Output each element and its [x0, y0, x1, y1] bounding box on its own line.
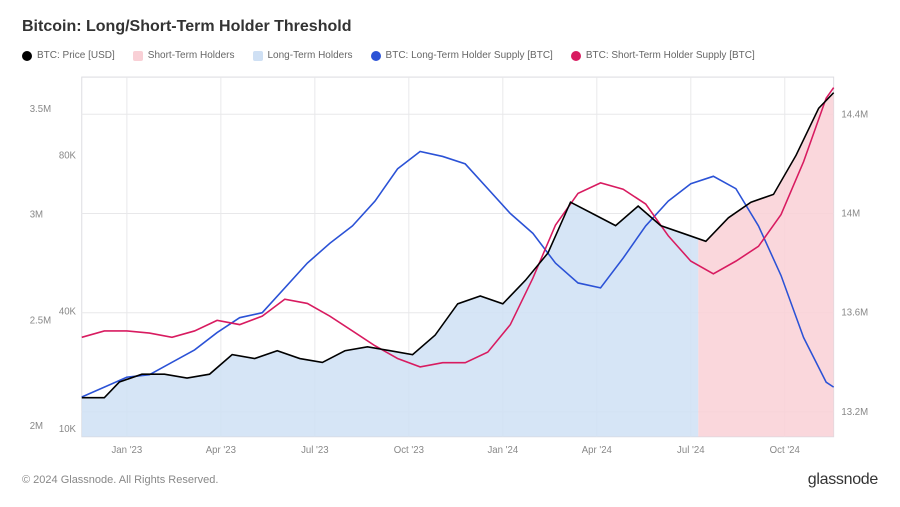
- legend-swatch: [371, 51, 381, 61]
- svg-text:Jul '23: Jul '23: [301, 445, 329, 456]
- legend-swatch: [133, 51, 143, 61]
- svg-text:Oct '24: Oct '24: [770, 445, 801, 456]
- svg-text:Jan '24: Jan '24: [487, 445, 518, 456]
- footer: © 2024 Glassnode. All Rights Reserved. g…: [22, 471, 878, 489]
- svg-text:3M: 3M: [30, 209, 43, 220]
- svg-text:2M: 2M: [30, 421, 43, 432]
- chart-area: 2M 2.5M 3M 3.5M 10K 40K 80K 13.2M 13.6M 14M 14.4M J…: [22, 69, 878, 463]
- legend-item: Long-Term Holders: [253, 50, 353, 61]
- legend-label: BTC: Price [USD]: [37, 50, 115, 61]
- legend-item: BTC: Short-Term Holder Supply [BTC]: [571, 50, 755, 61]
- chart-title: Bitcoin: Long/Short-Term Holder Threshol…: [22, 18, 878, 36]
- legend-item: Short-Term Holders: [133, 50, 235, 61]
- legend-swatch: [22, 51, 32, 61]
- legend-swatch: [253, 51, 263, 61]
- legend-label: BTC: Short-Term Holder Supply [BTC]: [586, 50, 755, 61]
- copyright-text: © 2024 Glassnode. All Rights Reserved.: [22, 474, 218, 486]
- svg-text:Apr '24: Apr '24: [582, 445, 613, 456]
- svg-text:Jan '23: Jan '23: [112, 445, 143, 456]
- legend: BTC: Price [USD] Short-Term Holders Long-T…: [22, 50, 878, 61]
- svg-text:2.5M: 2.5M: [30, 315, 51, 326]
- chart-container: Bitcoin: Long/Short-Term Holder Threshol…: [0, 0, 900, 507]
- brand-logo: glassnode: [808, 471, 878, 489]
- legend-label: BTC: Long-Term Holder Supply [BTC]: [386, 50, 553, 61]
- svg-text:40K: 40K: [59, 306, 77, 317]
- legend-swatch: [571, 51, 581, 61]
- svg-text:Oct '23: Oct '23: [394, 445, 425, 456]
- chart-svg: 2M 2.5M 3M 3.5M 10K 40K 80K 13.2M 13.6M 14M 14.4M J…: [22, 69, 878, 463]
- legend-label: Short-Term Holders: [148, 50, 235, 61]
- svg-text:10K: 10K: [59, 424, 77, 435]
- svg-text:3.5M: 3.5M: [30, 104, 51, 115]
- svg-text:14.4M: 14.4M: [841, 109, 868, 120]
- svg-text:80K: 80K: [59, 150, 77, 161]
- legend-item: BTC: Long-Term Holder Supply [BTC]: [371, 50, 553, 61]
- svg-text:14M: 14M: [841, 208, 860, 219]
- legend-item: BTC: Price [USD]: [22, 50, 115, 61]
- svg-text:Apr '23: Apr '23: [206, 445, 237, 456]
- legend-label: Long-Term Holders: [268, 50, 353, 61]
- svg-text:13.6M: 13.6M: [841, 308, 868, 319]
- svg-text:13.2M: 13.2M: [841, 407, 868, 418]
- svg-text:Jul '24: Jul '24: [677, 445, 705, 456]
